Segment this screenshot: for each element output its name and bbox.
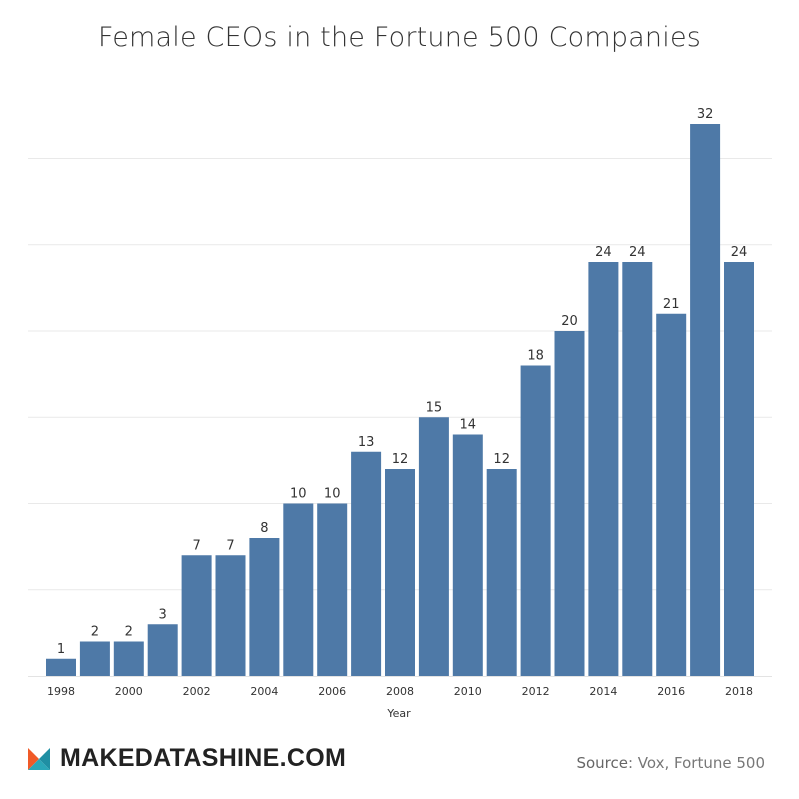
data-label-2013: 20 (561, 314, 578, 329)
data-label-1998: 1 (57, 642, 65, 657)
data-label-2017: 32 (697, 107, 714, 122)
bar-2015 (622, 262, 653, 676)
bar-2001 (147, 624, 178, 676)
data-label-2000: 2 (125, 625, 133, 640)
bar-1999 (79, 641, 110, 676)
data-label-2001: 3 (159, 607, 167, 622)
data-label-2010: 14 (460, 418, 477, 433)
data-label-2008: 12 (392, 452, 409, 467)
x-tick-2000: 2000 (115, 685, 143, 698)
x-tick-2010: 2010 (454, 685, 482, 698)
bar-2008 (385, 469, 415, 676)
x-tick-2004: 2004 (250, 685, 278, 698)
data-label-2002: 7 (192, 538, 200, 553)
data-label-2011: 12 (493, 452, 510, 467)
bar-2017 (690, 124, 721, 676)
bar-2014 (588, 262, 619, 676)
bar-2013 (554, 331, 585, 676)
x-tick-2018: 2018 (725, 685, 753, 698)
data-label-2009: 15 (426, 400, 443, 415)
logo-text: MAKEDATASHINE.COM (60, 744, 347, 772)
bar-2018 (724, 262, 754, 676)
logo: MAKEDATASHINE.COM (28, 744, 346, 773)
chart-title: Female CEOs in the Fortune 500 Companies (97, 22, 702, 53)
bar-2007 (351, 451, 382, 676)
bar-2004 (249, 538, 280, 676)
logo-mark-icon (28, 747, 50, 770)
bar-2003 (215, 555, 246, 676)
data-label-2003: 7 (226, 538, 234, 553)
x-tick-2012: 2012 (522, 685, 550, 698)
x-tick-2014: 2014 (589, 685, 617, 698)
x-tick-2002: 2002 (183, 685, 211, 698)
data-label-2014: 24 (595, 245, 612, 260)
data-label-2016: 21 (663, 297, 680, 312)
data-label-2018: 24 (731, 245, 748, 260)
bar-2011 (486, 469, 517, 676)
x-tick-2016: 2016 (657, 685, 685, 698)
bar-2012 (520, 365, 551, 676)
bar-2005 (283, 503, 314, 676)
x-tick-2006: 2006 (318, 685, 346, 698)
x-axis-ticks: 1998 2000 2002 2004 2006 2008 2010 2012 2014 2016… (47, 685, 753, 698)
bar-2000 (113, 641, 144, 676)
data-label-2012: 18 (527, 349, 544, 364)
x-tick-1998: 1998 (47, 685, 75, 698)
data-label-2015: 24 (629, 245, 646, 260)
x-tick-2008: 2008 (386, 685, 414, 698)
data-label-2005: 10 (290, 487, 307, 502)
source-text: : Vox, Fortune 500 (627, 754, 765, 772)
data-label-1999: 2 (91, 625, 99, 640)
bar-2006 (317, 503, 348, 676)
source-note: Source: Vox, Fortune 500 (576, 754, 765, 772)
bars (46, 124, 754, 676)
x-axis-label: Year (386, 707, 411, 720)
data-label-2006: 10 (324, 487, 341, 502)
data-label-2004: 8 (260, 521, 268, 536)
bar-1998 (46, 658, 76, 676)
bar-2010 (452, 434, 483, 676)
data-label-2007: 13 (358, 435, 375, 450)
source-label: Source (576, 754, 628, 772)
bar-2009 (418, 417, 449, 676)
bar-2016 (656, 313, 687, 676)
bar-2002 (181, 555, 212, 676)
